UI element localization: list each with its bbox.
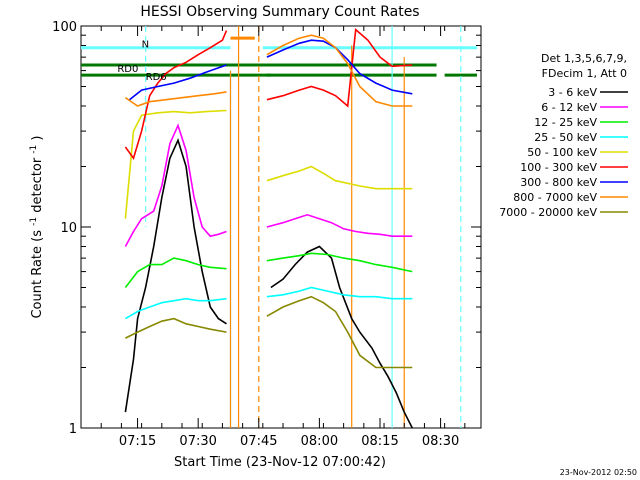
y-axis-label-sup-1: -1 xyxy=(29,217,39,226)
series-line-25-50-kev xyxy=(266,286,413,300)
x-tick-label: 08:00 xyxy=(301,434,338,449)
footer-timestamp: 23-Nov-2012 02:50 xyxy=(560,468,637,477)
y-axis-label-sup-2: -1 xyxy=(29,145,39,154)
y-axis: 1 10 100 xyxy=(52,20,481,437)
series-lines xyxy=(124,27,414,429)
legend-header-line-1: Det 1,3,5,6,7,9, xyxy=(541,52,627,65)
annotation-rd0: RD0 xyxy=(117,64,138,75)
x-tick-label: 07:30 xyxy=(179,434,216,449)
series-line-800-7000-kev xyxy=(266,34,413,107)
legend-label-3-6-kev: 3 - 6 keV xyxy=(548,86,597,99)
y-tick-label: 10 xyxy=(60,221,77,236)
series-line-300-800-kev xyxy=(129,64,227,101)
series-line-100-300-kev xyxy=(266,27,413,108)
bar-labels: RD0 RD6 N xyxy=(117,40,166,83)
y-tick-label: 100 xyxy=(52,20,77,35)
x-tick-label: 08:15 xyxy=(361,434,398,449)
vertical-markers xyxy=(145,26,462,428)
series-line-12-25-kev xyxy=(124,257,227,288)
chart-title: HESSI Observing Summary Count Rates xyxy=(140,4,419,20)
y-axis-label-end: ) xyxy=(30,135,45,140)
legend-label-25-50-kev: 25 - 50 keV xyxy=(534,131,597,144)
legend-label-7000-20000-kev: 7000 - 20000 keV xyxy=(499,206,597,219)
legend-label-12-25-kev: 12 - 25 keV xyxy=(534,116,597,129)
y-axis-label: Count Rate (s -1 detector -1 ) xyxy=(25,135,45,318)
x-axis-label: Start Time (23-Nov-12 07:00:42) xyxy=(174,455,386,470)
annotation-n: N xyxy=(142,40,149,51)
x-axis: 07:15 07:30 07:45 08:00 08:15 08:30 xyxy=(80,26,466,449)
series-line-7000-20000-kev xyxy=(266,295,413,369)
series-line-3-6-kev xyxy=(270,245,414,429)
series-line-50-100-kev xyxy=(266,165,413,190)
legend: Det 1,3,5,6,7,9, FDecim 1, Att 0 3 - 6 k… xyxy=(499,52,628,219)
x-tick-label: 07:15 xyxy=(119,434,156,449)
y-axis-label-mid: detector xyxy=(30,157,45,213)
annotation-rd6: RD6 xyxy=(146,72,167,83)
series-line-800-7000-kev xyxy=(124,91,227,107)
series-line-100-300-kev xyxy=(124,30,228,160)
legend-label-300-800-kev: 300 - 800 keV xyxy=(520,176,597,189)
legend-label-50-100-kev: 50 - 100 keV xyxy=(527,146,597,159)
y-tick-label: 1 xyxy=(69,422,77,437)
series-line-6-12-kev xyxy=(266,213,413,237)
legend-label-800-7000-kev: 800 - 7000 keV xyxy=(513,191,597,204)
series-line-6-12-kev xyxy=(124,123,227,247)
y-axis-label-main: Count Rate (s xyxy=(30,230,45,319)
x-tick-label: 08:30 xyxy=(422,434,459,449)
series-line-50-100-kev xyxy=(124,109,227,219)
legend-label-100-300-kev: 100 - 300 keV xyxy=(520,161,597,174)
legend-label-6-12-kev: 6 - 12 keV xyxy=(541,101,597,114)
legend-header-line-2: FDecim 1, Att 0 xyxy=(542,67,627,80)
series-line-25-50-kev xyxy=(124,297,227,320)
x-tick-label: 07:45 xyxy=(240,434,277,449)
series-line-12-25-kev xyxy=(266,252,413,273)
series-line-7000-20000-kev xyxy=(125,317,227,339)
